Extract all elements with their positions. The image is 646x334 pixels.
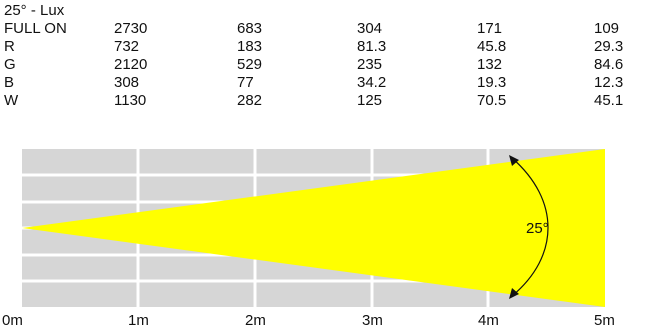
lux-value: 109 (594, 20, 620, 37)
lux-value: 19.3 (477, 74, 507, 91)
lux-value: 2120 (114, 56, 148, 73)
chart-title: 25° - Lux (4, 2, 65, 19)
lux-value: 304 (357, 20, 383, 37)
light-beam (22, 149, 605, 307)
lux-value: 125 (357, 92, 383, 109)
lux-value: 282 (237, 92, 263, 109)
lux-value: 732 (114, 38, 140, 55)
beam-angle-label: 25° (526, 220, 549, 237)
lux-row-g: G 2120 529 235 132 84.6 (4, 56, 644, 74)
distance-label-3: 3m (362, 312, 383, 329)
row-label: B (4, 74, 15, 91)
lux-row-w: W 1130 282 125 70.5 45.1 (4, 92, 644, 110)
row-label: W (4, 92, 19, 109)
distance-label-1: 1m (128, 312, 149, 329)
lux-value: 1130 (114, 92, 147, 109)
lux-row-b: B 308 77 34.2 19.3 12.3 (4, 74, 644, 92)
lux-value: 81.3 (357, 38, 387, 55)
beam-diagram (22, 149, 605, 307)
row-label: G (4, 56, 16, 73)
lux-value: 2730 (114, 20, 148, 37)
lux-value: 70.5 (477, 92, 507, 109)
lux-value: 34.2 (357, 74, 387, 91)
lux-value: 84.6 (594, 56, 624, 73)
distance-label-5: 5m (594, 312, 615, 329)
arrow-head-up-icon (509, 155, 519, 166)
lux-value: 45.8 (477, 38, 507, 55)
lux-value: 77 (237, 74, 254, 91)
distance-label-0: 0m (2, 312, 23, 329)
distance-label-4: 4m (478, 312, 499, 329)
lux-value: 29.3 (594, 38, 624, 55)
lux-value: 683 (237, 20, 263, 37)
row-label: R (4, 38, 15, 55)
arrow-head-down-icon (509, 288, 519, 299)
lux-value: 171 (477, 20, 503, 37)
beam-angle-arc (511, 157, 549, 297)
row-label: FULL ON (4, 20, 67, 37)
lux-value: 12.3 (594, 74, 624, 91)
lux-value: 529 (237, 56, 263, 73)
lux-value: 235 (357, 56, 383, 73)
lux-value: 183 (237, 38, 263, 55)
lux-row-full-on: FULL ON 2730 683 304 171 109 (4, 20, 644, 38)
lux-value: 132 (477, 56, 503, 73)
distance-label-2: 2m (245, 312, 266, 329)
lux-value: 45.1 (594, 92, 624, 109)
lux-row-r: R 732 183 81.3 45.8 29.3 (4, 38, 644, 56)
lux-value: 308 (114, 74, 140, 91)
